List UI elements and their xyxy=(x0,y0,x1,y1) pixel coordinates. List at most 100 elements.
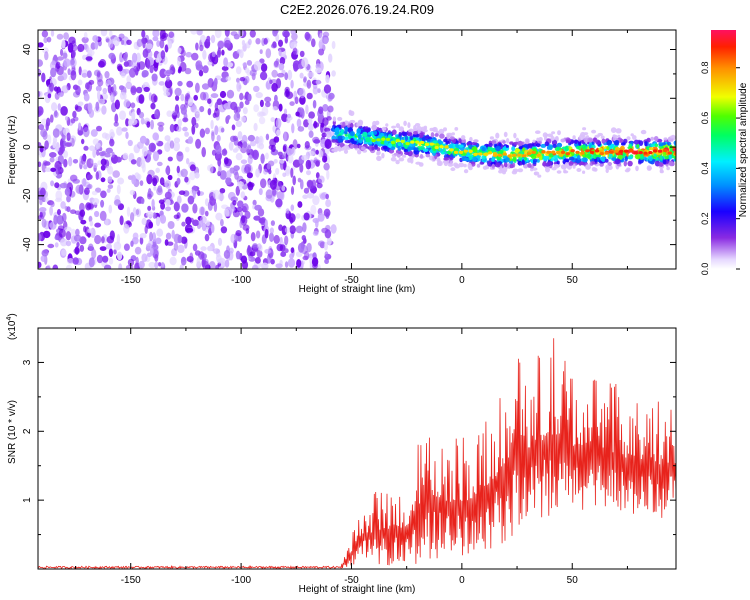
spectrogram-noise-cell xyxy=(130,159,137,165)
spectrogram-x-label: Height of straight line (km) xyxy=(299,284,416,295)
spectrogram-noise-cell xyxy=(289,101,295,106)
spectrogram-noise-cell xyxy=(109,30,113,37)
spectrogram-noise-cell xyxy=(220,226,228,234)
spectrogram-signal-cell xyxy=(560,138,566,143)
spectrogram-signal-cell xyxy=(563,169,567,174)
spectrogram-noise-cell xyxy=(270,117,276,123)
spectrogram-noise-cell xyxy=(54,235,59,241)
spectrogram-noise-cell xyxy=(311,38,316,48)
spectrogram-signal-cell xyxy=(498,169,503,174)
spectrogram-noise-cell xyxy=(142,38,146,49)
spectrogram-noise-cell xyxy=(136,86,143,94)
spectrogram-signal-cell xyxy=(548,161,552,166)
spectrogram-noise-cell xyxy=(275,198,283,208)
spectrogram-noise-cell xyxy=(158,124,164,132)
spectrogram-ridge-cell xyxy=(648,151,653,155)
spectrogram-noise-cell xyxy=(159,68,167,79)
spectrogram-signal-cell xyxy=(419,154,424,159)
spectrogram-noise-cell xyxy=(235,152,243,161)
spectrogram-noise-cell xyxy=(202,65,209,74)
spectrogram-noise-cell xyxy=(111,151,115,158)
spectrogram-signal-cell xyxy=(409,135,414,141)
spectrogram-noise-cell xyxy=(239,220,243,229)
spectrogram-noise-cell xyxy=(260,63,268,72)
spectrogram-noise-cell xyxy=(249,251,256,257)
spectrogram-noise-cell xyxy=(244,99,250,106)
spectrogram-noise-cell xyxy=(87,183,93,190)
spectrogram-noise-cell xyxy=(194,250,201,256)
spectrogram-signal-cell xyxy=(467,162,472,169)
spectrogram-noise-cell xyxy=(233,165,240,172)
spectrogram-signal-cell xyxy=(568,156,575,161)
spectrogram-signal-cell xyxy=(408,128,414,133)
spectrogram-noise-cell xyxy=(275,118,282,129)
spectrogram-noise-cell xyxy=(59,182,68,189)
spectrogram-noise-cell xyxy=(242,141,248,149)
spectrogram-noise-cell xyxy=(285,208,290,214)
spectrogram-noise-cell xyxy=(135,52,141,63)
spectrogram-signal-cell xyxy=(666,150,670,156)
spectrogram-noise-cell xyxy=(278,62,285,71)
spectrogram-signal-cell xyxy=(556,170,562,174)
x-tick-label: -50 xyxy=(344,275,359,286)
spectrogram-signal-cell xyxy=(579,134,585,141)
colorbar-ticks: 0.0 0.2 0.4 0.6 0.8 xyxy=(700,61,740,275)
spectrogram-noise-cell xyxy=(50,180,55,187)
spectrogram-signal-cell xyxy=(397,142,402,146)
spectrogram-noise-cell xyxy=(278,39,283,47)
spectrogram-noise-cell xyxy=(41,72,46,83)
spectrogram-noise-cell xyxy=(171,229,175,239)
spectrogram-noise-cell xyxy=(272,41,277,48)
spectrogram-noise-cell xyxy=(285,165,291,175)
spectrogram-ridge-cell xyxy=(415,140,420,144)
spectrogram-ridge-cell xyxy=(400,139,405,143)
spectrogram-noise-cell xyxy=(140,197,145,205)
spectrogram-noise-cell xyxy=(44,161,51,166)
spectrogram-noise-cell xyxy=(215,144,222,155)
spectrogram-signal-cell xyxy=(505,138,510,144)
spectrogram-noise-cell xyxy=(298,87,306,99)
spectrogram-noise-cell xyxy=(204,127,210,135)
spectrogram-noise-cell xyxy=(330,224,337,234)
spectrogram-signal-cell xyxy=(503,161,508,168)
spectrogram-ridge-cell xyxy=(478,152,483,156)
spectrogram-noise-cell xyxy=(121,127,128,132)
spectrogram-noise-cell xyxy=(184,176,189,183)
spectrogram-noise-cell xyxy=(236,81,242,92)
spectrogram-noise-cell xyxy=(140,117,145,125)
spectrogram-noise-cell xyxy=(207,98,212,104)
spectrogram-noise-cell xyxy=(195,42,199,51)
spectrogram-signal-cell xyxy=(356,128,362,134)
spectrogram-noise-cell xyxy=(223,249,231,259)
spectrogram-noise-cell xyxy=(143,86,150,92)
spectrogram-noise-cell xyxy=(202,49,207,60)
spectrogram-signal-cell xyxy=(634,153,641,160)
spectrogram-noise-cell xyxy=(169,123,175,133)
spectrogram-noise-cell xyxy=(115,156,122,163)
spectrogram-noise-cell xyxy=(268,169,272,175)
spectrogram-signal-cell xyxy=(448,143,454,149)
spectrogram-noise-cell xyxy=(307,118,313,124)
spectrogram-ridge-cell xyxy=(531,150,536,154)
spectrogram-signal-cell xyxy=(331,148,338,152)
spectrogram-signal-cell xyxy=(658,142,664,147)
spectrogram-noise-cell xyxy=(151,198,155,209)
spectrogram-signal-cell xyxy=(450,167,456,172)
spectrogram-noise-cell xyxy=(307,71,315,78)
spectrogram-noise-cell xyxy=(210,223,215,234)
spectrogram-signal-cell xyxy=(672,148,676,152)
spectrogram-noise-cell xyxy=(77,101,84,107)
spectrogram-noise-cell xyxy=(205,210,209,217)
spectrogram-signal-cell xyxy=(552,144,557,148)
colorbar-tick-label: 0.8 xyxy=(700,61,710,74)
spectrogram-noise-cell xyxy=(92,148,97,158)
spectrogram-noise-cell xyxy=(117,65,123,72)
spectrogram-noise-cell xyxy=(57,92,64,98)
spectrogram-noise-cell xyxy=(249,69,257,77)
spectrogram-noise-cell xyxy=(169,256,177,266)
spectrogram-noise-cell xyxy=(278,224,283,231)
spectrogram-signal-cell xyxy=(337,147,342,152)
spectrogram-noise-cell xyxy=(326,169,330,180)
spectrogram-noise-cell xyxy=(176,195,182,204)
spectrogram-noise-cell xyxy=(74,246,80,255)
